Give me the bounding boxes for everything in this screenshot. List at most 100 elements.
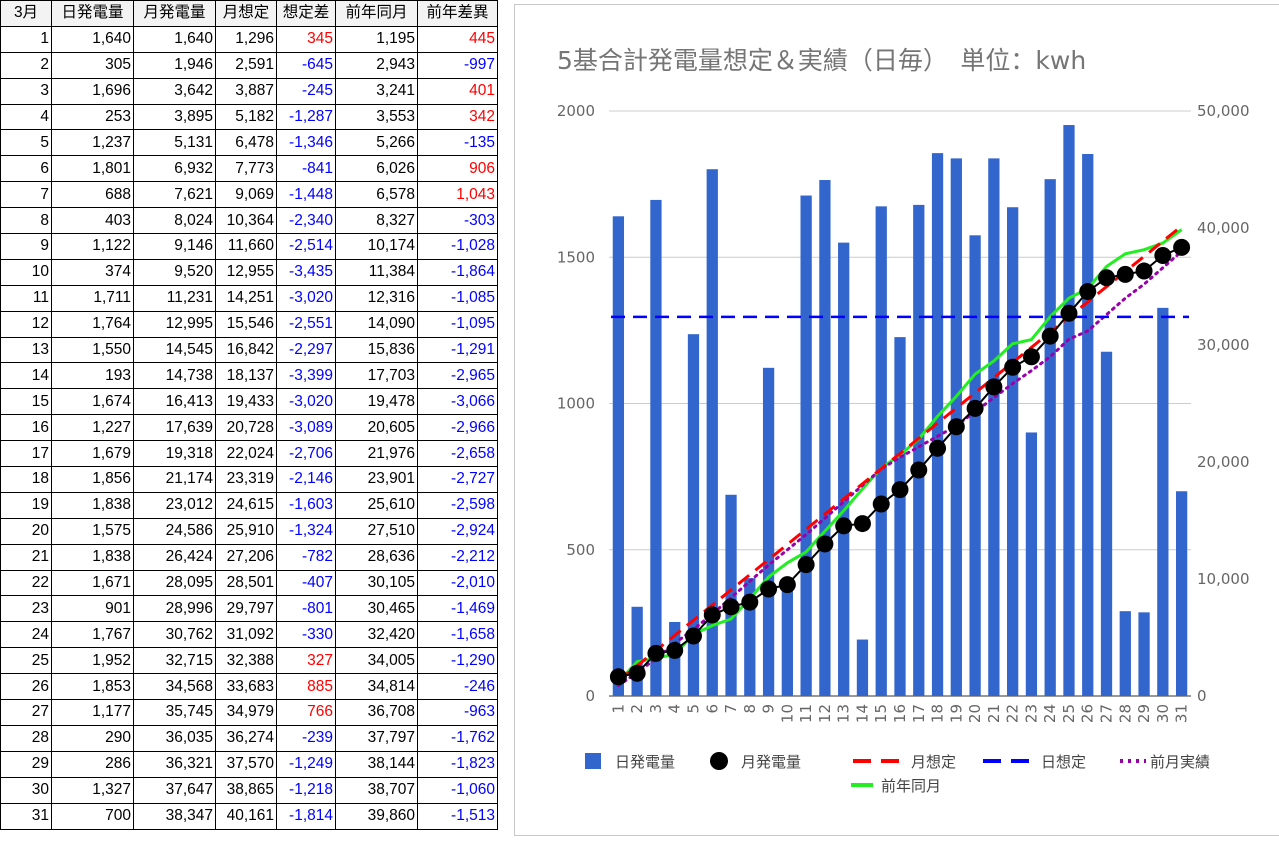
cell-prev-year[interactable]: 38,144 [335,750,418,778]
cell-monthly-generation[interactable]: 28,095 [133,569,216,597]
cell-prev-year-diff[interactable]: -1,095 [417,310,498,338]
cell-day[interactable]: 25 [0,647,52,675]
header-daily-generation[interactable]: 日発電量 [51,0,134,27]
cell-prev-year[interactable]: 36,708 [335,699,418,726]
cell-prev-year-diff[interactable]: -2,727 [417,466,498,493]
cell-monthly-estimate[interactable]: 33,683 [215,673,277,701]
cell-prev-year-diff[interactable]: -1,469 [417,595,498,623]
cell-monthly-estimate[interactable]: 24,615 [215,491,277,519]
cell-prev-year[interactable]: 3,241 [335,77,418,105]
cell-monthly-generation[interactable]: 7,621 [133,181,216,209]
cell-estimate-diff[interactable]: -407 [276,569,336,597]
cell-estimate-diff[interactable]: -2,514 [276,233,336,260]
cell-estimate-diff[interactable]: -2,551 [276,310,336,338]
cell-daily-generation[interactable]: 688 [51,181,134,209]
cell-daily-generation[interactable]: 700 [51,802,134,830]
cell-daily-generation[interactable]: 403 [51,207,134,235]
cell-daily-generation[interactable]: 290 [51,724,134,752]
cell-day[interactable]: 18 [0,466,52,493]
cell-monthly-estimate[interactable]: 29,797 [215,595,277,623]
cell-day[interactable]: 5 [0,129,52,157]
cell-monthly-estimate[interactable]: 6,478 [215,129,277,157]
cell-prev-year[interactable]: 39,860 [335,802,418,830]
cell-prev-year-diff[interactable]: -2,658 [417,440,498,468]
cell-day[interactable]: 13 [0,336,52,364]
cell-prev-year-diff[interactable]: -1,864 [417,258,498,286]
cell-day[interactable]: 28 [0,724,52,752]
cell-monthly-estimate[interactable]: 38,865 [215,776,277,804]
cell-estimate-diff[interactable]: -2,297 [276,336,336,364]
cell-estimate-diff[interactable]: -782 [276,543,336,571]
cell-prev-year[interactable]: 14,090 [335,310,418,338]
cell-prev-year[interactable]: 2,943 [335,51,418,79]
cell-prev-year-diff[interactable]: -1,028 [417,233,498,260]
cell-daily-generation[interactable]: 1,801 [51,155,134,183]
cell-daily-generation[interactable]: 1,640 [51,25,134,53]
cell-monthly-estimate[interactable]: 25,910 [215,517,277,545]
cell-prev-year[interactable]: 25,610 [335,491,418,519]
cell-monthly-estimate[interactable]: 27,206 [215,543,277,571]
cell-monthly-generation[interactable]: 30,762 [133,621,216,649]
cell-monthly-generation[interactable]: 14,738 [133,362,216,390]
cell-prev-year[interactable]: 15,836 [335,336,418,364]
cell-prev-year-diff[interactable]: -1,762 [417,724,498,752]
cell-daily-generation[interactable]: 1,177 [51,699,134,726]
cell-prev-year-diff[interactable]: 906 [417,155,498,183]
cell-prev-year[interactable]: 1,195 [335,25,418,53]
cell-estimate-diff[interactable]: -1,324 [276,517,336,545]
cell-prev-year[interactable]: 37,797 [335,724,418,752]
cell-estimate-diff[interactable]: 766 [276,699,336,726]
cell-estimate-diff[interactable]: 345 [276,25,336,53]
cell-monthly-estimate[interactable]: 36,274 [215,724,277,752]
cell-daily-generation[interactable]: 1,671 [51,569,134,597]
cell-estimate-diff[interactable]: -3,020 [276,388,336,416]
cell-prev-year-diff[interactable]: -2,010 [417,569,498,597]
cell-monthly-estimate[interactable]: 22,024 [215,440,277,468]
cell-monthly-generation[interactable]: 36,035 [133,724,216,752]
header-monthly-estimate[interactable]: 月想定 [215,0,277,27]
cell-monthly-estimate[interactable]: 11,660 [215,233,277,260]
cell-daily-generation[interactable]: 1,227 [51,414,134,442]
cell-day[interactable]: 21 [0,543,52,571]
header-estimate-diff[interactable]: 想定差 [276,0,336,27]
cell-monthly-estimate[interactable]: 15,546 [215,310,277,338]
cell-daily-generation[interactable]: 1,838 [51,491,134,519]
cell-monthly-generation[interactable]: 37,647 [133,776,216,804]
cell-estimate-diff[interactable]: -1,346 [276,129,336,157]
cell-estimate-diff[interactable]: -2,706 [276,440,336,468]
cell-daily-generation[interactable]: 901 [51,595,134,623]
cell-monthly-estimate[interactable]: 18,137 [215,362,277,390]
cell-daily-generation[interactable]: 1,764 [51,310,134,338]
cell-monthly-generation[interactable]: 38,347 [133,802,216,830]
cell-estimate-diff[interactable]: -239 [276,724,336,752]
cell-prev-year-diff[interactable]: -2,924 [417,517,498,545]
cell-estimate-diff[interactable]: -645 [276,51,336,79]
cell-monthly-estimate[interactable]: 12,955 [215,258,277,286]
cell-prev-year-diff[interactable]: -2,966 [417,414,498,442]
cell-daily-generation[interactable]: 374 [51,258,134,286]
cell-estimate-diff[interactable]: -330 [276,621,336,649]
cell-monthly-estimate[interactable]: 7,773 [215,155,277,183]
cell-prev-year[interactable]: 30,465 [335,595,418,623]
cell-prev-year-diff[interactable]: 401 [417,77,498,105]
cell-prev-year-diff[interactable]: -997 [417,51,498,79]
header-prev-year-diff[interactable]: 前年差異 [417,0,498,27]
cell-monthly-generation[interactable]: 9,520 [133,258,216,286]
cell-estimate-diff[interactable]: 327 [276,647,336,675]
cell-monthly-generation[interactable]: 24,586 [133,517,216,545]
cell-estimate-diff[interactable]: 885 [276,673,336,701]
cell-prev-year-diff[interactable]: -1,290 [417,647,498,675]
cell-prev-year-diff[interactable]: -246 [417,673,498,701]
cell-prev-year[interactable]: 23,901 [335,466,418,493]
cell-monthly-estimate[interactable]: 20,728 [215,414,277,442]
cell-monthly-estimate[interactable]: 2,591 [215,51,277,79]
cell-prev-year[interactable]: 12,316 [335,284,418,312]
cell-monthly-estimate[interactable]: 23,319 [215,466,277,493]
cell-prev-year-diff[interactable]: -303 [417,207,498,235]
cell-estimate-diff[interactable]: -245 [276,77,336,105]
cell-prev-year-diff[interactable]: 342 [417,103,498,131]
cell-monthly-estimate[interactable]: 16,842 [215,336,277,364]
cell-prev-year[interactable]: 32,420 [335,621,418,649]
cell-monthly-generation[interactable]: 14,545 [133,336,216,364]
cell-prev-year-diff[interactable]: 1,043 [417,181,498,209]
